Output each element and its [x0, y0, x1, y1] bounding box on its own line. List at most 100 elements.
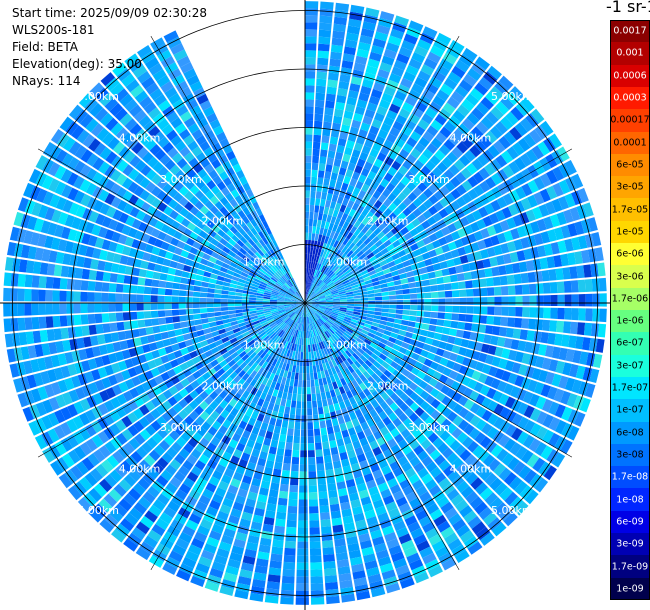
range-gate [364, 248, 372, 256]
range-gate [280, 476, 290, 485]
range-gate [71, 350, 81, 363]
range-gate [477, 269, 486, 279]
range-gate [224, 403, 234, 413]
range-gate [385, 230, 395, 239]
range-gate [250, 227, 258, 236]
range-gate [230, 246, 239, 254]
range-gate [231, 340, 240, 348]
range-gate [379, 373, 389, 383]
range-gate [307, 309, 312, 316]
range-gate [257, 551, 270, 561]
range-gate [315, 386, 321, 394]
range-gate [249, 294, 257, 298]
range-gate [207, 288, 215, 294]
range-gate [353, 112, 364, 122]
range-gate [368, 196, 378, 206]
range-gate [322, 332, 328, 340]
range-gate [302, 303, 305, 310]
range-gate [284, 307, 292, 311]
range-gate [429, 508, 443, 521]
range-gate [10, 288, 18, 302]
range-gate [313, 120, 323, 129]
range-gate [268, 340, 276, 348]
range-gate [362, 272, 370, 279]
range-gate [66, 404, 79, 418]
range-gate [430, 409, 441, 421]
range-gate [298, 344, 302, 352]
range-gate [546, 169, 558, 185]
range-gate [273, 273, 280, 280]
range-gate [186, 454, 198, 465]
range-gate [505, 111, 519, 126]
range-gate [178, 409, 189, 420]
range-gate [206, 219, 216, 229]
range-gate [42, 399, 54, 414]
range-gate [507, 372, 518, 385]
range-gate [214, 315, 223, 322]
ray [59, 116, 305, 303]
range-gate [268, 280, 276, 286]
range-gate [277, 298, 285, 301]
range-gate [564, 307, 572, 320]
range-gate [445, 360, 456, 370]
range-gate [322, 540, 334, 549]
range-gate [399, 383, 409, 392]
range-gate [334, 279, 341, 285]
range-gate [307, 289, 310, 297]
range-gate [262, 276, 270, 283]
range-gate [258, 359, 266, 367]
range-gate [478, 278, 487, 288]
range-gate [230, 407, 239, 417]
range-gate [342, 229, 350, 238]
range-gate [179, 283, 188, 291]
range-gate [407, 423, 418, 434]
range-gate [354, 350, 363, 358]
range-gate [85, 246, 95, 258]
range-gate [53, 264, 63, 277]
range-gate [164, 251, 174, 260]
range-gate [422, 148, 434, 160]
range-gate [328, 65, 340, 74]
range-gate [425, 242, 435, 252]
range-gate [129, 123, 143, 136]
range-gate [340, 303, 348, 306]
range-gate [179, 207, 190, 218]
range-gate [144, 352, 154, 362]
range-gate [413, 125, 426, 136]
ray [4, 257, 305, 303]
range-gate [454, 238, 464, 249]
range-gate [306, 260, 310, 269]
range-gate [73, 314, 82, 326]
range-gate [577, 235, 588, 250]
range-gate [386, 321, 394, 328]
range-gate [66, 291, 74, 302]
range-gate [221, 474, 232, 485]
range-gate [282, 324, 288, 331]
range-gate [245, 423, 254, 433]
range-gate [139, 429, 151, 441]
range-gate [262, 304, 271, 308]
range-gate [370, 492, 382, 503]
range-gate [331, 351, 337, 359]
range-gate [354, 164, 363, 174]
range-gate [225, 344, 234, 352]
range-gate [110, 436, 123, 450]
range-gate [128, 59, 144, 73]
range-gate [408, 282, 417, 289]
range-gate [409, 391, 420, 402]
range-gate [195, 152, 207, 163]
range-gate [176, 356, 186, 365]
range-gate [328, 143, 337, 152]
range-gate [288, 279, 294, 287]
range-gate [539, 257, 549, 270]
range-gate [286, 319, 293, 326]
range-gate [114, 88, 129, 102]
range-gate [469, 221, 480, 233]
range-gate [375, 331, 384, 338]
range-gate [500, 243, 510, 254]
range-gate [211, 251, 220, 259]
range-gate [109, 409, 121, 422]
range-gate [335, 269, 343, 276]
range-gate [170, 117, 183, 129]
range-gate [457, 419, 469, 431]
